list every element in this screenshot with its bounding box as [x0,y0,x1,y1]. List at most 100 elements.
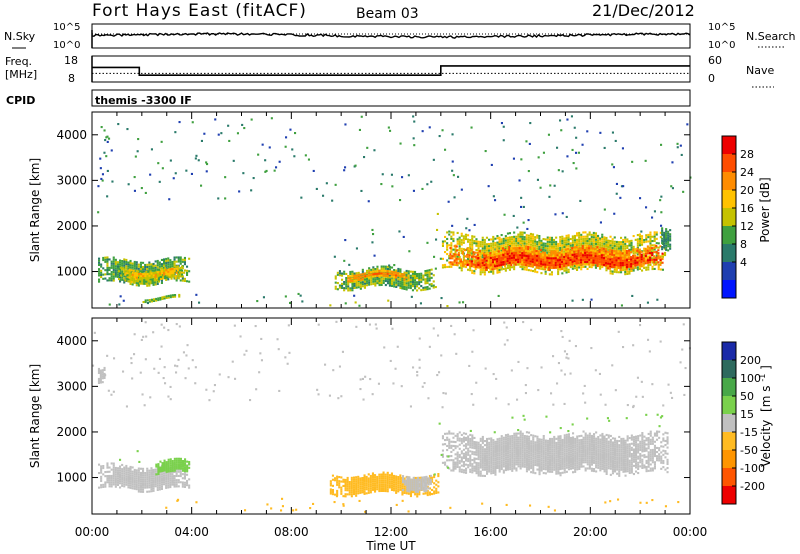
heatmap-cell [368,271,371,274]
heatmap-cell [567,257,570,260]
heatmap-cell [513,266,516,269]
heatmap-cell [164,267,167,270]
heatmap-cell [361,270,364,273]
heatmap-cell [644,249,647,252]
heatmap-cell [380,183,383,186]
heatmap-cell [525,242,528,245]
heatmap-cell [498,247,501,250]
heatmap-cell [669,229,672,232]
heatmap-cell [535,257,538,260]
heatmap-cell [529,250,532,253]
heatmap-cell [525,254,528,257]
heatmap-cell [483,256,486,259]
heatmap-cell [179,260,182,263]
heatmap-cell [564,265,567,268]
heatmap-cell [472,265,475,268]
heatmap-cell [366,282,369,285]
heatmap-cell [343,272,346,275]
heatmap-cell [390,478,393,481]
heatmap-cell [135,483,138,486]
heatmap-cell [529,258,532,261]
heatmap-cell [163,463,166,466]
heatmap-cell [378,490,381,493]
heatmap-cell [661,253,664,256]
heatmap-cell [394,276,397,279]
heatmap-cell [386,488,389,491]
heatmap-cell [471,254,474,257]
heatmap-cell [152,283,155,286]
heatmap-cell [149,278,152,281]
heatmap-cell [363,284,366,287]
heatmap-cell [399,275,402,278]
heatmap-cell [502,263,505,266]
heatmap-cell [659,256,662,259]
heatmap-cell [370,279,373,282]
heatmap-cell [167,296,170,299]
heatmap-cell [407,279,410,282]
heatmap-cell [167,480,170,483]
heatmap-cell [498,238,501,241]
heatmap-cell [106,195,109,198]
heatmap-cell [510,264,513,267]
heatmap-cell [596,246,599,249]
heatmap-cell [188,486,191,489]
heatmap-cell [347,289,350,292]
heatmap-cell [634,264,637,267]
heatmap-cell [114,475,117,478]
heatmap-cell [561,246,564,249]
heatmap-cell [430,285,433,288]
heatmap-cell [561,212,564,215]
heatmap-cell [142,268,145,271]
heatmap-cell [500,244,503,247]
heatmap-cell [625,261,628,264]
heatmap-cell [485,264,488,267]
heatmap-cell [522,249,525,252]
heatmap-cell [154,478,157,481]
heatmap-cell [579,199,582,202]
heatmap-cell [617,247,620,250]
heatmap-cell [382,272,385,275]
heatmap-cell [367,473,370,476]
heatmap-cell [541,251,544,254]
heatmap-cell [621,261,624,264]
heatmap-cell [152,475,155,478]
heatmap-cell [418,279,421,282]
heatmap-cell [163,269,166,272]
heatmap-cell [179,470,182,473]
heatmap-cell [114,473,117,476]
heatmap-cell [424,278,427,281]
heatmap-cell [540,246,543,249]
heatmap-cell [636,258,639,261]
heatmap-cell [169,470,172,473]
heatmap-cell [148,265,151,268]
heatmap-cell [165,484,168,487]
heatmap-cell [403,271,406,274]
heatmap-cell [137,482,140,485]
heatmap-cell [165,480,168,483]
heatmap-cell [175,468,178,471]
heatmap-cell [129,482,132,485]
colorbar-tick-label: 8 [740,238,747,251]
heatmap-cell [181,265,184,268]
heatmap-cell [353,480,356,483]
heatmap-cell [638,237,641,240]
heatmap-cell [615,261,618,264]
heatmap-cell [561,242,564,245]
heatmap-cell [632,259,635,262]
heatmap-cell [571,148,574,151]
heatmap-cell [519,265,522,268]
heatmap-cell [481,264,484,267]
heatmap-cell [104,483,107,486]
heatmap-cell [521,244,524,247]
heatmap-cell [462,241,465,244]
heatmap-cell [137,469,140,472]
heatmap-cell [158,488,161,491]
heatmap-cell [140,275,143,278]
heatmap-cell [177,459,180,462]
heatmap-cell [407,286,410,289]
heatmap-cell [444,263,447,266]
heatmap-cell [448,261,451,264]
heatmap-cell [173,457,176,460]
heatmap-cell [615,192,618,195]
heatmap-cell [150,471,153,474]
